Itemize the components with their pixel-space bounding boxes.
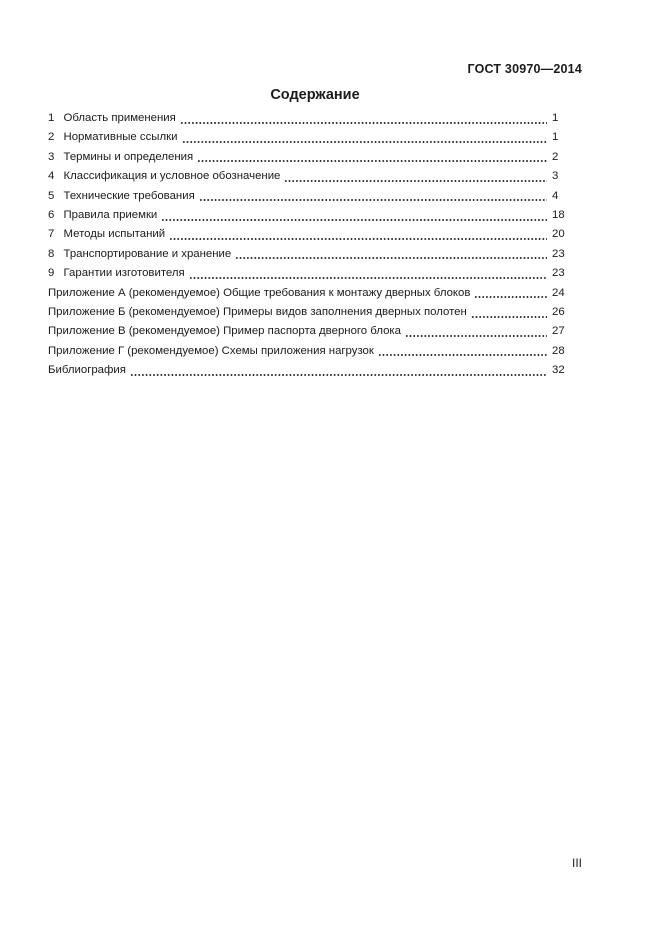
toc-entry-label: Приложение Б (рекомендуемое) Примеры вид…: [48, 305, 467, 318]
dot-leader: [129, 361, 548, 380]
toc-entry-number: 9: [48, 267, 55, 280]
toc-entry-number: 7: [48, 228, 55, 241]
toc-entry-number: 1: [48, 112, 55, 124]
toc-entry-label: Гарантии изготовителя: [63, 267, 185, 280]
dot-leader: [235, 245, 547, 264]
table-of-contents: 1 Область применения 1 2 Нормативные ссы…: [48, 109, 582, 380]
dot-leader: [188, 264, 548, 283]
toc-entry-label: Методы испытаний: [63, 228, 166, 241]
toc-entry-page-number: 1: [552, 112, 559, 124]
toc-entry: 8 Транспортирование и хранение 23: [48, 245, 582, 264]
toc-entry-number: 5: [48, 189, 55, 202]
toc-entry-label: Приложение А (рекомендуемое) Общие требо…: [48, 286, 471, 299]
toc-entry-label: Приложение В (рекомендуемое) Пример пасп…: [48, 325, 401, 338]
toc-entry-page-number: 18: [552, 208, 565, 221]
page-title: Содержание: [270, 87, 360, 103]
dot-leader: [405, 322, 547, 341]
dot-leader: [169, 225, 547, 244]
toc-entry: 7 Методы испытаний 20: [48, 225, 582, 244]
toc-entry-page-number: 3: [552, 170, 559, 183]
toc-entry-label: Транспортирование и хранение: [63, 247, 232, 260]
toc-entry-page-number: 1: [552, 131, 559, 144]
toc-entry: 4 Классификация и условное обозначение 3: [48, 167, 582, 186]
toc-entry-number: 8: [48, 247, 55, 260]
toc-entry-label: Библиография: [48, 364, 126, 377]
toc-entry-page-number: 20: [552, 228, 565, 241]
toc-entry-page-number: 26: [552, 305, 565, 318]
toc-entry-label: Технические требования: [63, 189, 195, 202]
dot-leader: [161, 206, 547, 225]
toc-entry-label: Область применения: [63, 112, 176, 124]
toc-entry-number: 6: [48, 208, 55, 221]
toc-entry: 9 Гарантии изготовителя 23: [48, 264, 582, 283]
dot-leader: [197, 148, 547, 167]
toc-entry-number: 2: [48, 131, 55, 144]
toc-entry-page-number: 23: [552, 247, 565, 260]
toc-entry-page-number: 23: [552, 267, 565, 280]
toc-entry-number: 4: [48, 170, 55, 183]
toc-entry: Приложение Г (рекомендуемое) Схемы прило…: [48, 342, 582, 361]
toc-entry-label: Нормативные ссылки: [63, 131, 178, 144]
dot-leader: [198, 187, 548, 206]
toc-entry: Библиография 32: [48, 361, 582, 380]
toc-entry: 2 Нормативные ссылки 1: [48, 128, 582, 147]
dot-leader: [474, 284, 547, 303]
toc-entry-label: Классификация и условное обозначение: [63, 170, 281, 183]
toc-entry-label: Приложение Г (рекомендуемое) Схемы прило…: [48, 344, 374, 357]
dot-leader: [377, 342, 548, 361]
dot-leader: [470, 303, 548, 322]
dot-leader: [179, 109, 548, 128]
document-code-header: ГОСТ 30970—2014: [467, 62, 582, 76]
dot-leader: [284, 167, 547, 186]
toc-entry: 1 Область применения 1: [48, 109, 582, 128]
toc-entry: Приложение В (рекомендуемое) Пример пасп…: [48, 322, 582, 341]
toc-entry-number: 3: [48, 150, 55, 163]
toc-entry-page-number: 28: [552, 344, 565, 357]
toc-entry: 6 Правила приемки 18: [48, 206, 582, 225]
toc-entry: Приложение А (рекомендуемое) Общие требо…: [48, 284, 582, 303]
folio-page-number: III: [571, 856, 582, 870]
dot-leader: [181, 128, 548, 147]
toc-entry: Приложение Б (рекомендуемое) Примеры вид…: [48, 303, 582, 322]
toc-entry-page-number: 2: [552, 150, 559, 163]
toc-entry-page-number: 32: [552, 364, 565, 377]
toc-entry-page-number: 4: [552, 189, 559, 202]
toc-entry: 5 Технические требования 4: [48, 187, 582, 206]
toc-entry-label: Термины и определения: [63, 150, 194, 163]
toc-entry-label: Правила приемки: [63, 208, 158, 221]
toc-entry-page-number: 27: [552, 325, 565, 338]
toc-entry: 3 Термины и определения 2: [48, 148, 582, 167]
toc-entry-page-number: 24: [552, 286, 565, 299]
